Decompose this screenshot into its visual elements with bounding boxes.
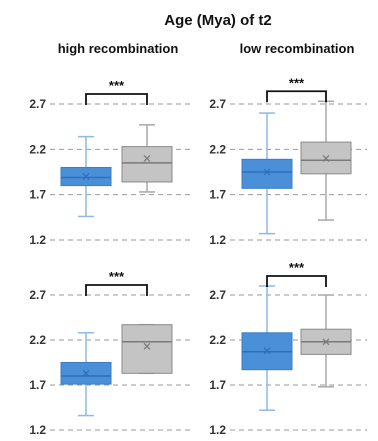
box-blue: [60, 135, 112, 218]
significance-bracket: [85, 284, 148, 296]
panel-1: 1.2 1.7 2.2 2.7 ***: [29, 78, 192, 247]
column-title-low-recombination: low recombination: [240, 41, 355, 56]
mean-marker: [143, 342, 151, 350]
significance-label: ***: [109, 78, 125, 93]
chart-title: Age (Mya) of t2: [164, 12, 272, 29]
y-tick-label: 1.2: [209, 423, 226, 437]
significance-bracket: [85, 93, 148, 105]
box-blue: [60, 332, 112, 417]
significance-bracket: [266, 275, 327, 287]
y-tick-label: 2.2: [29, 333, 46, 347]
y-tick-label: 2.7: [29, 97, 46, 111]
y-tick-label: 2.7: [209, 288, 226, 302]
mean-marker: [143, 154, 151, 162]
y-tick-label: 1.7: [209, 188, 226, 202]
y-tick-label: 1.2: [29, 233, 46, 247]
panel-4: 1.2 1.7 2.2 2.7 ***: [209, 260, 367, 437]
mean-marker: [263, 168, 271, 176]
mean-marker: [82, 173, 90, 180]
mean-marker-stroke: [263, 347, 271, 355]
column-title-high-recombination: high recombination: [58, 41, 179, 56]
y-tick-label: 2.2: [209, 333, 226, 347]
mean-marker-stroke: [143, 342, 151, 350]
mean-marker-stroke: [322, 338, 330, 346]
significance-label: ***: [289, 260, 305, 275]
box-iqr: [121, 146, 173, 183]
significance-label: ***: [109, 269, 125, 284]
significance-bracket: [266, 90, 327, 103]
mean-marker-stroke: [263, 168, 271, 176]
y-tick-label: 1.7: [209, 378, 226, 392]
mean-marker: [322, 338, 330, 346]
box-gray: [300, 100, 352, 221]
y-tick-label: 1.7: [29, 378, 46, 392]
mean-marker: [322, 154, 330, 162]
y-tick-label: 1.2: [29, 423, 46, 437]
mean-marker-stroke: [82, 369, 90, 377]
mean-marker-stroke: [322, 154, 330, 162]
box-iqr: [121, 324, 173, 374]
box-blue: [241, 285, 293, 411]
mean-marker: [82, 369, 90, 377]
y-tick-label: 1.2: [209, 233, 226, 247]
y-tick-label: 1.7: [29, 188, 46, 202]
box-gray: [300, 294, 352, 388]
mean-marker-stroke: [82, 173, 90, 180]
box-gray: [121, 124, 173, 193]
mean-marker: [263, 347, 271, 355]
panels-group: 1.2 1.7 2.2 2.7 *** 1.2 1.7 2.2 2.7 *** 1.2 1.7 2.2 2…: [29, 75, 367, 437]
panel-3: 1.2 1.7 2.2 2.7 ***: [29, 269, 192, 437]
significance-label: ***: [289, 75, 305, 90]
y-tick-label: 2.2: [29, 142, 46, 156]
box-blue: [241, 112, 293, 235]
panel-2: 1.2 1.7 2.2 2.7 ***: [209, 75, 367, 247]
mean-marker-stroke: [143, 154, 151, 162]
box-gray: [121, 323, 173, 375]
box-iqr: [241, 158, 293, 189]
y-tick-label: 2.7: [29, 288, 46, 302]
y-tick-label: 2.2: [209, 142, 226, 156]
y-tick-label: 2.7: [209, 97, 226, 111]
